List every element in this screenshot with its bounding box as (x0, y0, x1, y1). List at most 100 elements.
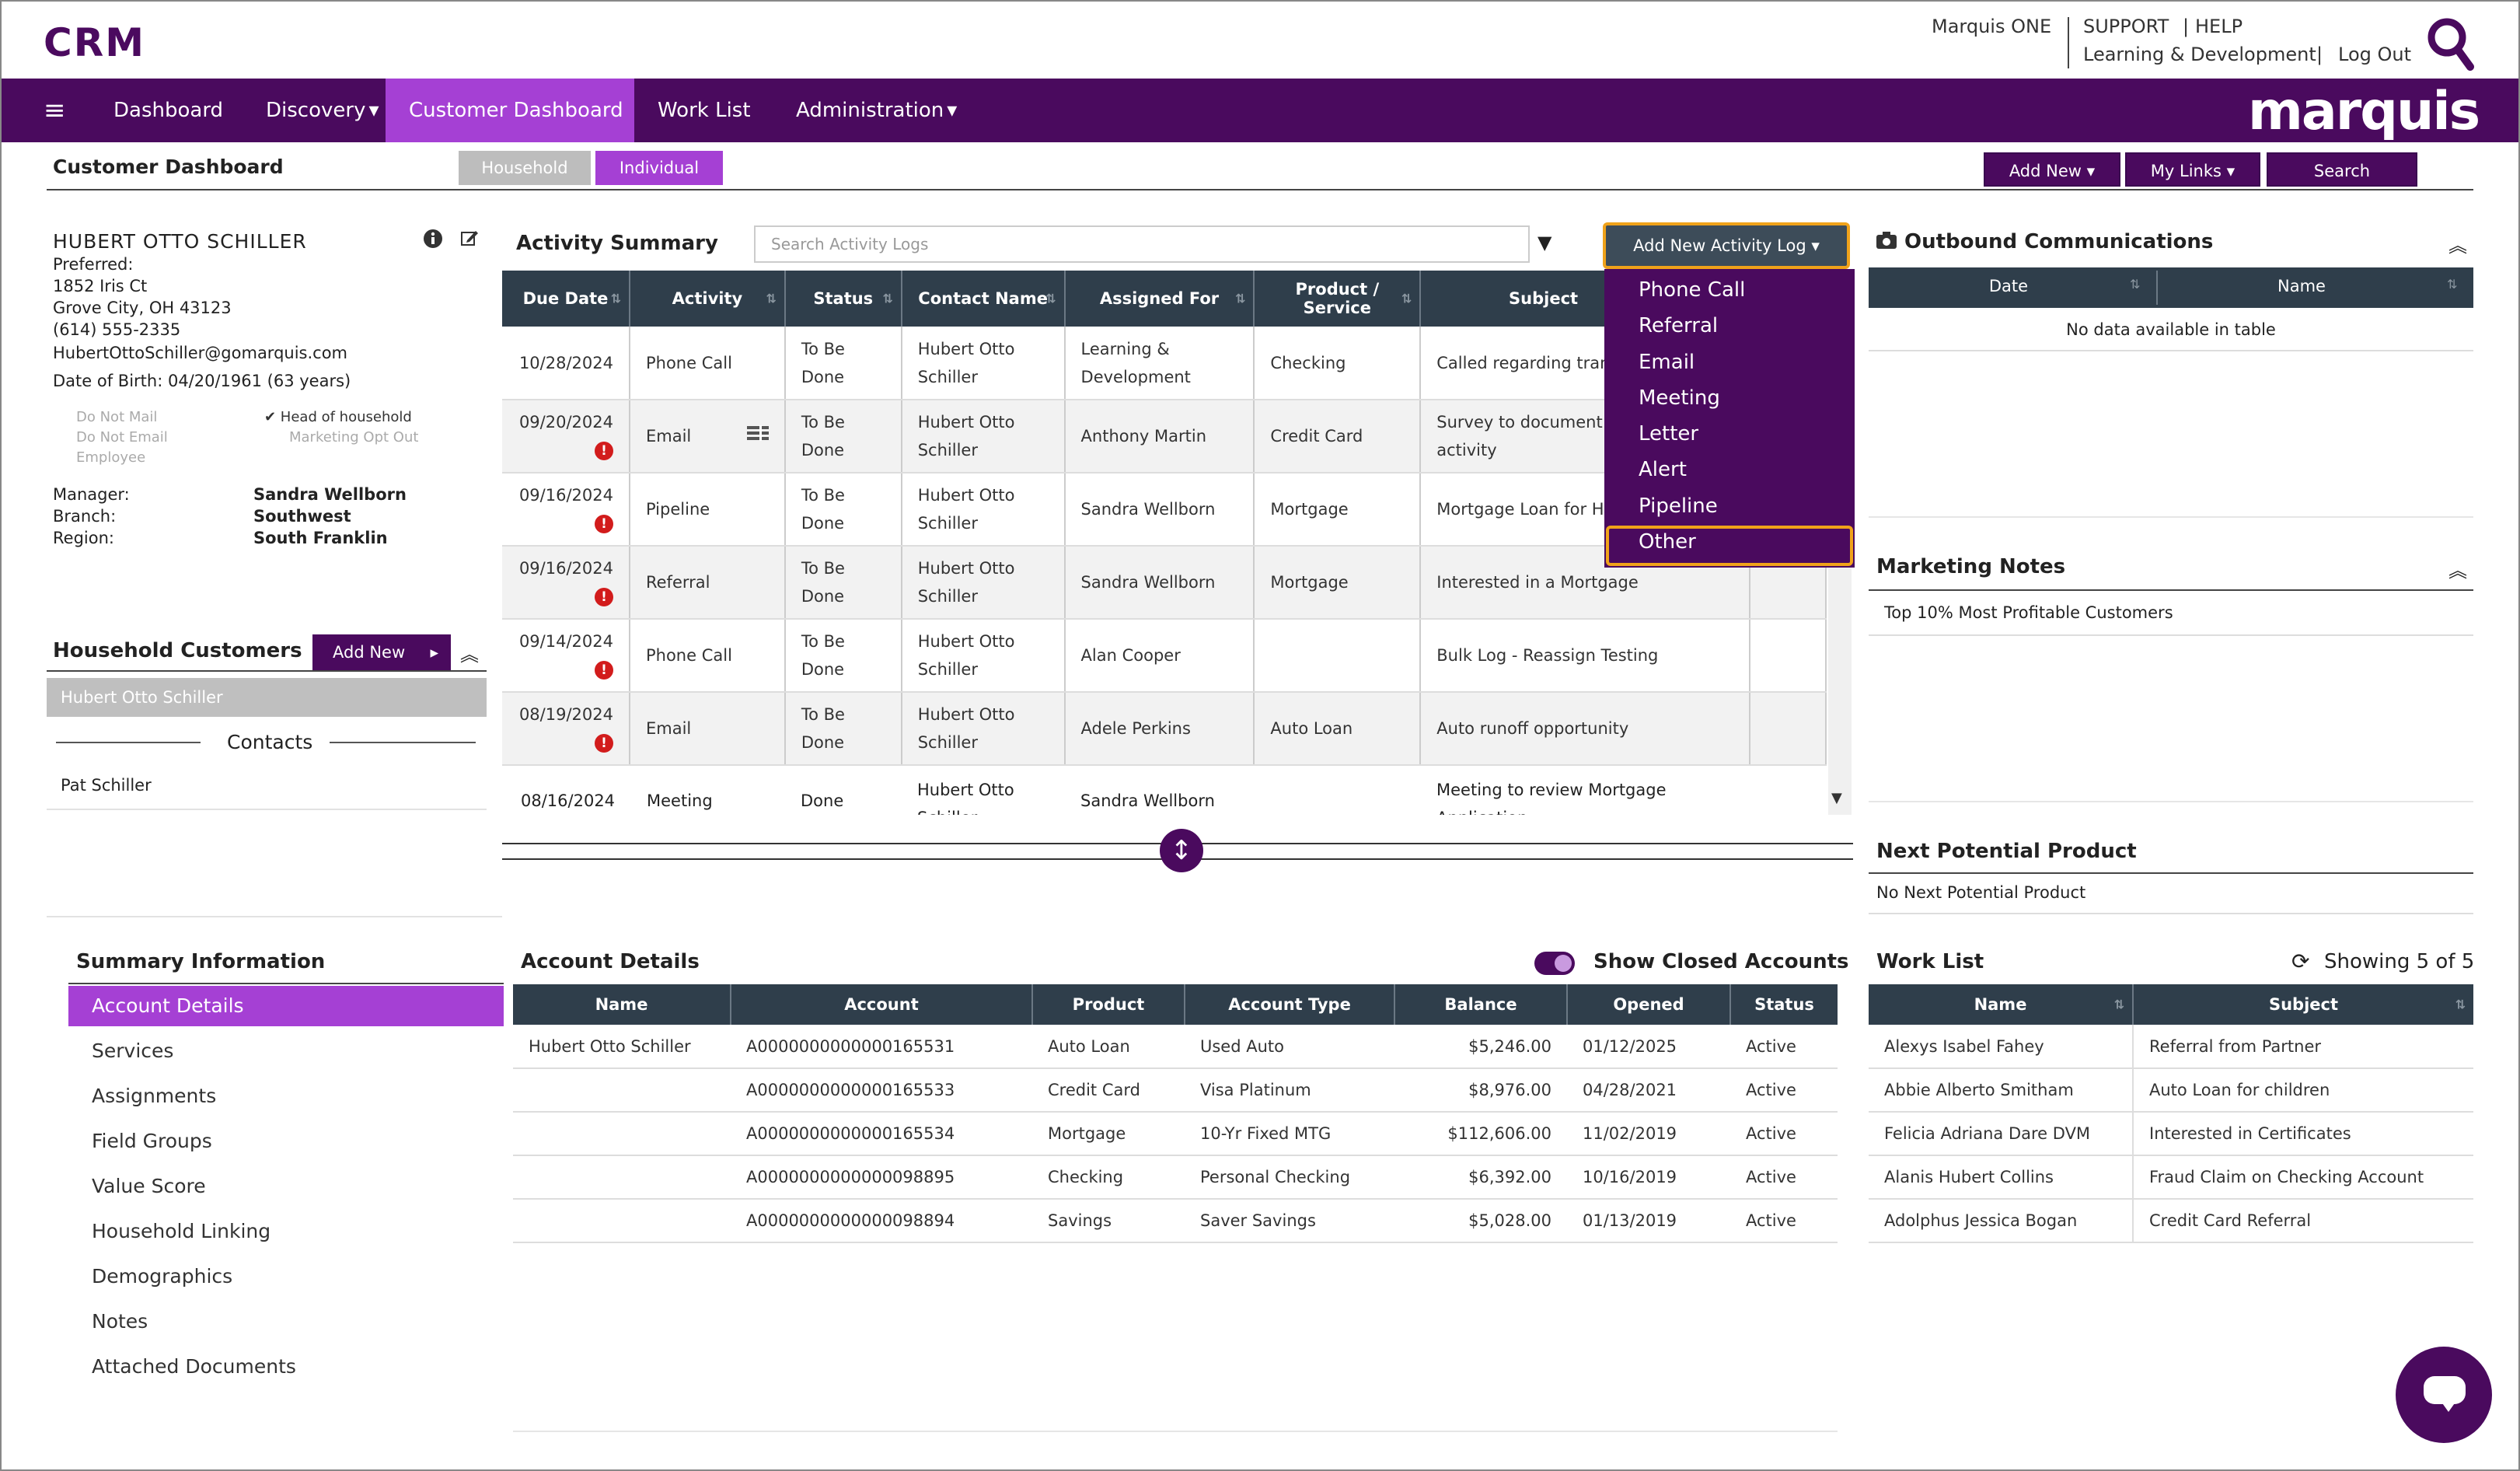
table-row[interactable]: Alanis Hubert Collins Fraud Claim on Che… (1869, 1155, 2473, 1200)
support-link[interactable]: SUPPORT (2083, 16, 2169, 37)
cell-status: To Be Done (784, 400, 902, 473)
col-status[interactable]: Status ⇅ (784, 271, 902, 327)
contacts-bottom-rule (47, 809, 487, 810)
individual-toggle-button[interactable]: Individual (595, 151, 723, 185)
activity-search-input[interactable]: Search Activity Logs (754, 225, 1530, 263)
col-name[interactable]: Name ⇅ (1869, 984, 2134, 1025)
table-row[interactable]: A0000000000000165534 Mortgage 10-Yr Fixe… (513, 1112, 1838, 1156)
filter-dropdown-icon[interactable]: ▼ (1537, 232, 1552, 253)
table-row[interactable]: A0000000000000165533 Credit Card Visa Pl… (513, 1068, 1838, 1113)
hamburger-menu-icon[interactable]: ≡ (44, 95, 66, 126)
summary-item-account-details[interactable]: Account Details (68, 986, 504, 1026)
chat-bubble-icon (2424, 1376, 2466, 1404)
nav-dashboard[interactable]: Dashboard (113, 99, 224, 122)
col-status[interactable]: Status (1754, 995, 1814, 1014)
alert-icon: ! (594, 588, 613, 606)
summary-item-services[interactable]: Services (92, 1039, 174, 1062)
household-add-new-label: Add New (333, 643, 406, 662)
col-balance[interactable]: Balance (1394, 984, 1568, 1025)
col-product-service[interactable]: Product / Service ⇅ (1254, 271, 1422, 327)
col-activity[interactable]: Activity ⇅ (629, 271, 786, 327)
show-closed-accounts-label: Show Closed Accounts (1593, 950, 1849, 973)
table-row[interactable]: A0000000000000098894 Savings Saver Savin… (513, 1199, 1838, 1243)
info-icon[interactable] (423, 229, 443, 253)
col-date[interactable]: Date (1988, 277, 2029, 295)
cell-account: A0000000000000165531 (731, 1025, 1032, 1069)
add-new-button[interactable]: Add New ▾ (1984, 152, 2120, 187)
cell-status: To Be Done (784, 692, 902, 766)
col-due-date[interactable]: Due Date ⇅ (502, 271, 630, 327)
add-new-activity-log-button[interactable]: Add New Activity Log ▾ (1603, 222, 1850, 269)
nav-work-list[interactable]: Work List (658, 99, 751, 122)
table-row[interactable]: 08/19/2024! Email To Be Done Hubert Otto… (502, 692, 1827, 766)
menu-item-meeting[interactable]: Meeting (1639, 386, 1720, 410)
global-search-icon[interactable] (2425, 16, 2475, 76)
table-row[interactable]: 09/16/2024! Pipeline To Be Done Hubert O… (502, 473, 1827, 547)
cell-activity: Pipeline (629, 473, 786, 547)
help-link[interactable]: HELP (2195, 16, 2243, 37)
household-selected-row[interactable]: Hubert Otto Schiller (47, 678, 487, 717)
cell-name: Alanis Hubert Collins (1869, 1155, 2134, 1200)
table-row[interactable]: 09/14/2024! Phone Call To Be Done Hubert… (502, 619, 1827, 693)
marquis-one-link[interactable]: Marquis ONE (1932, 16, 2052, 37)
menu-item-pipeline[interactable]: Pipeline (1639, 494, 1718, 518)
summary-item-demographics[interactable]: Demographics (92, 1265, 233, 1288)
table-row[interactable]: Adolphus Jessica Bogan Credit Card Refer… (1869, 1199, 2473, 1243)
summary-item-value-score[interactable]: Value Score (92, 1175, 206, 1197)
cell-opened: 01/13/2019 (1567, 1199, 1730, 1243)
nav-administration[interactable]: Administration ▾ (773, 79, 980, 142)
customer-address-line2: Grove City, OH 43123 (53, 299, 232, 317)
edit-icon[interactable] (460, 229, 479, 252)
col-subject[interactable]: Subject ⇅ (2268, 995, 2466, 1014)
col-account[interactable]: Account (731, 984, 1033, 1025)
collapse-icon[interactable]: ︽ (460, 644, 479, 666)
menu-item-letter[interactable]: Letter (1639, 422, 1699, 445)
col-account-type[interactable]: Account Type (1185, 984, 1395, 1025)
menu-item-email[interactable]: Email (1639, 351, 1695, 374)
details-icon[interactable] (746, 422, 769, 450)
table-row[interactable]: A0000000000000098895 Checking Personal C… (513, 1155, 1838, 1200)
table-row[interactable]: 09/16/2024! Referral To Be Done Hubert O… (502, 546, 1827, 620)
household-add-new-button[interactable]: Add New ▸ (312, 634, 451, 670)
table-row[interactable]: Hubert Otto Schiller A000000000000016553… (513, 1025, 1838, 1069)
flag-employee: Employee (76, 449, 146, 466)
resize-handle-icon[interactable]: ↕ (1160, 829, 1203, 872)
learning-development-link[interactable]: Learning & Development (2083, 44, 2316, 65)
col-name[interactable]: Name (2277, 277, 2326, 295)
summary-item-household-linking[interactable]: Household Linking (92, 1220, 271, 1242)
logout-link[interactable]: Log Out (2338, 44, 2412, 65)
table-row-partial[interactable]: 08/16/2024 Meeting Done Hubert Otto Schi… (502, 768, 1827, 815)
collapse-icon[interactable]: ︽ (2448, 560, 2467, 582)
menu-item-referral[interactable]: Referral (1639, 314, 1719, 337)
refresh-icon[interactable]: ⟳ (2291, 949, 2310, 974)
col-contact-name[interactable]: Contact Name ⇅ (901, 271, 1066, 327)
menu-item-phone-call[interactable]: Phone Call (1639, 278, 1746, 302)
flag-head-of-household: ✔ Head of household (264, 409, 412, 425)
nav-discovery[interactable]: Discovery ▾ (243, 79, 403, 142)
summary-item-assignments[interactable]: Assignments (92, 1085, 217, 1107)
scroll-down-icon[interactable]: ▼ (1831, 790, 1842, 806)
contacts-label: Contacts (227, 731, 313, 753)
outbound-table-header (1869, 267, 2473, 308)
col-assigned-for[interactable]: Assigned For ⇅ (1064, 271, 1255, 327)
cell-date: 09/20/2024! (502, 400, 630, 473)
menu-item-alert[interactable]: Alert (1639, 458, 1687, 481)
summary-item-notes[interactable]: Notes (92, 1310, 148, 1333)
summary-item-field-groups[interactable]: Field Groups (92, 1130, 212, 1152)
col-product[interactable]: Product (1032, 984, 1185, 1025)
menu-item-other[interactable]: Other (1639, 530, 1696, 554)
contact-item[interactable]: Pat Schiller (61, 776, 152, 795)
nav-customer-dashboard[interactable]: Customer Dashboard (386, 79, 634, 142)
household-toggle-button[interactable]: Household (459, 151, 591, 185)
col-opened[interactable]: Opened (1567, 984, 1731, 1025)
table-row[interactable]: Alexys Isabel Fahey Referral from Partne… (1869, 1025, 2473, 1069)
cell-balance: $8,976.00 (1394, 1068, 1567, 1113)
summary-item-attached-documents[interactable]: Attached Documents (92, 1355, 296, 1378)
my-links-button[interactable]: My Links ▾ (2125, 152, 2260, 187)
col-name[interactable]: Name (513, 984, 731, 1025)
table-row[interactable]: Abbie Alberto Smitham Auto Loan for chil… (1869, 1068, 2473, 1113)
search-button[interactable]: Search (2267, 152, 2417, 187)
table-row[interactable]: Felicia Adriana Dare DVM Interested in C… (1869, 1112, 2473, 1156)
customer-name: HUBERT OTTO SCHILLER (53, 230, 307, 253)
collapse-icon[interactable]: ︽ (2448, 235, 2467, 257)
